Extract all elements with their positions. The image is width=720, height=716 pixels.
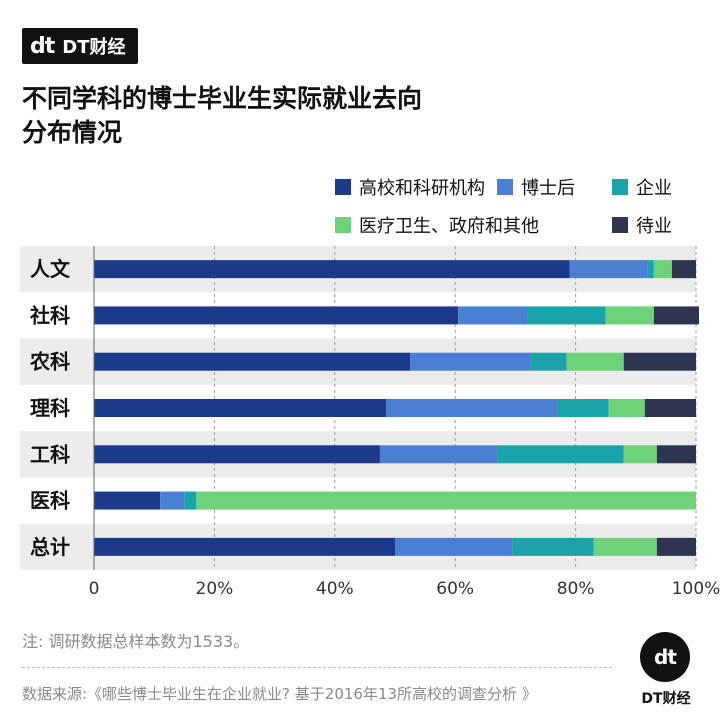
legend-label-4: 待业 xyxy=(636,216,672,237)
chart-title-line-1: 不同学科的博士毕业生实际就业去向 xyxy=(22,84,423,113)
x-tick-label-2: 40% xyxy=(316,579,354,599)
category-label-4: 工科 xyxy=(30,442,70,466)
bar-2-3 xyxy=(566,352,624,371)
category-label-5: 医科 xyxy=(30,489,70,513)
bar-6-2 xyxy=(512,537,594,556)
bar-5-1 xyxy=(160,491,185,510)
brand-name: DT财经 xyxy=(62,37,126,58)
bar-1-3 xyxy=(605,306,654,325)
bar-3-0 xyxy=(94,399,386,417)
bar-1-4 xyxy=(653,306,700,325)
bar-5-0 xyxy=(94,491,161,510)
bar-5-3 xyxy=(196,491,696,510)
bar-6-3 xyxy=(593,537,657,556)
bar-0-2 xyxy=(647,260,654,279)
bar-4-0 xyxy=(94,445,380,464)
bar-4-4 xyxy=(656,445,696,464)
bar-0-4 xyxy=(671,260,696,279)
bar-4-1 xyxy=(379,445,498,464)
category-label-2: 农科 xyxy=(29,350,70,374)
legend-label-2: 企业 xyxy=(636,178,672,199)
bar-1-2 xyxy=(527,306,606,325)
x-tick-label-5: 100% xyxy=(672,579,720,599)
bar-2-1 xyxy=(410,352,531,371)
sample-note: 注: 调研数据总样本数为1533。 xyxy=(22,632,250,651)
data-source: 数据来源:《哪些博士毕业生在企业就业? 基于2016年13所高校的调查分析 》 xyxy=(22,685,537,703)
legend-swatch-0 xyxy=(335,179,351,195)
legend-label-3: 医疗卫生、政府和其他 xyxy=(359,216,539,237)
bar-1-1 xyxy=(458,306,528,325)
bar-3-2 xyxy=(557,399,609,417)
x-tick-label-1: 20% xyxy=(196,579,234,599)
x-tick-label-4: 80% xyxy=(557,579,595,599)
bar-2-4 xyxy=(623,352,696,371)
bar-4-2 xyxy=(497,445,624,464)
bar-5-2 xyxy=(184,491,197,510)
legend-label-1: 博士后 xyxy=(521,178,575,199)
bar-2-2 xyxy=(530,352,567,371)
bar-6-4 xyxy=(656,537,696,556)
category-label-1: 社科 xyxy=(29,303,70,327)
bar-2-0 xyxy=(94,352,411,371)
category-label-0: 人文 xyxy=(30,257,71,281)
footer-divider xyxy=(22,667,612,668)
bar-1-0 xyxy=(94,306,459,325)
category-label-6: 总计 xyxy=(30,535,70,559)
bar-3-4 xyxy=(644,399,696,417)
legend-swatch-3 xyxy=(335,217,351,233)
chart-title: 不同学科的博士毕业生实际就业去向 分布情况 xyxy=(22,82,582,150)
legend-swatch-4 xyxy=(612,217,628,233)
bar-3-3 xyxy=(608,399,645,417)
brand-logo-icon: dt xyxy=(30,33,55,59)
bar-6-1 xyxy=(395,537,513,556)
legend-label-0: 高校和科研机构 xyxy=(359,178,485,199)
x-tick-label-0: 0 xyxy=(89,579,100,599)
bar-6-0 xyxy=(94,537,395,556)
chart-title-line-2: 分布情况 xyxy=(22,118,123,147)
legend-swatch-1 xyxy=(497,179,513,195)
bar-0-1 xyxy=(569,260,648,279)
bar-3-1 xyxy=(385,399,558,417)
x-tick-label-3: 60% xyxy=(436,579,474,599)
bar-0-0 xyxy=(94,260,570,279)
bar-4-3 xyxy=(623,445,657,464)
bar-0-3 xyxy=(653,260,672,279)
category-label-3: 理科 xyxy=(30,396,70,420)
brand-badge: dt DT财经 xyxy=(22,28,138,64)
footer-logo-icon: dt xyxy=(640,632,690,682)
footer-brand-name: DT财经 xyxy=(641,691,691,707)
legend-swatch-2 xyxy=(612,179,628,195)
